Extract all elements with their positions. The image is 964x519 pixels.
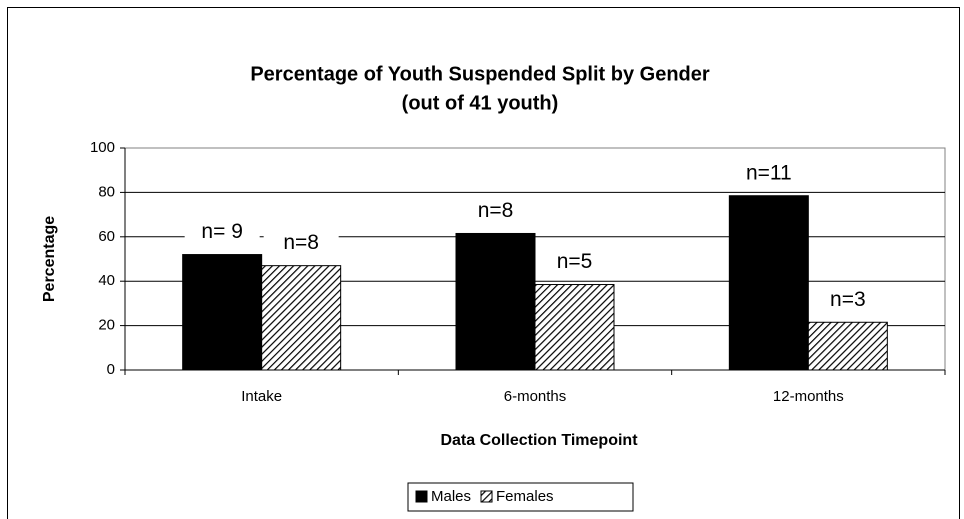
y-tick-label: 20: [98, 317, 115, 334]
y-tick-label: 80: [98, 183, 115, 200]
annotation-bg: [458, 198, 533, 225]
y-axis-title: Percentage: [41, 216, 58, 302]
annotation: n= 9: [201, 220, 242, 243]
y-tick-label: 100: [90, 139, 115, 156]
x-tick-label: 12-months: [773, 388, 844, 405]
y-tick-label: 60: [98, 228, 115, 245]
y-tick-label: 0: [107, 361, 115, 378]
annotation-bg: [263, 230, 339, 257]
annotation: n=5: [557, 250, 593, 273]
chart-subtitle: (out of 41 youth): [402, 92, 559, 114]
plot-frame: [125, 147, 946, 370]
x-tick-label: 6-months: [504, 388, 567, 405]
legend-swatch: [415, 490, 428, 503]
bar: [807, 321, 888, 371]
legend-label: Females: [496, 488, 554, 505]
x-tick-label: Intake: [241, 388, 282, 405]
bar: [534, 284, 615, 371]
annotation: n=8: [478, 199, 514, 222]
x-axis-title: Data Collection Timepoint: [440, 432, 638, 449]
bar: [261, 265, 342, 371]
annotation: n=8: [283, 231, 319, 254]
annotation-bg: [184, 219, 260, 246]
y-tick-label: 40: [98, 272, 115, 289]
bar: [455, 232, 536, 371]
legend-label: Males: [431, 488, 471, 505]
annotation-bg: [810, 287, 886, 314]
legend-swatch: [480, 490, 493, 503]
annotation-bg: [731, 160, 807, 187]
bar: [182, 254, 263, 371]
bar: [728, 195, 809, 371]
annotation-bg: [537, 249, 612, 276]
legend-box: [407, 482, 634, 512]
chart-title: Percentage of Youth Suspended Split by G…: [250, 63, 710, 85]
annotation: n=11: [746, 161, 792, 184]
annotation: n=3: [830, 288, 866, 311]
